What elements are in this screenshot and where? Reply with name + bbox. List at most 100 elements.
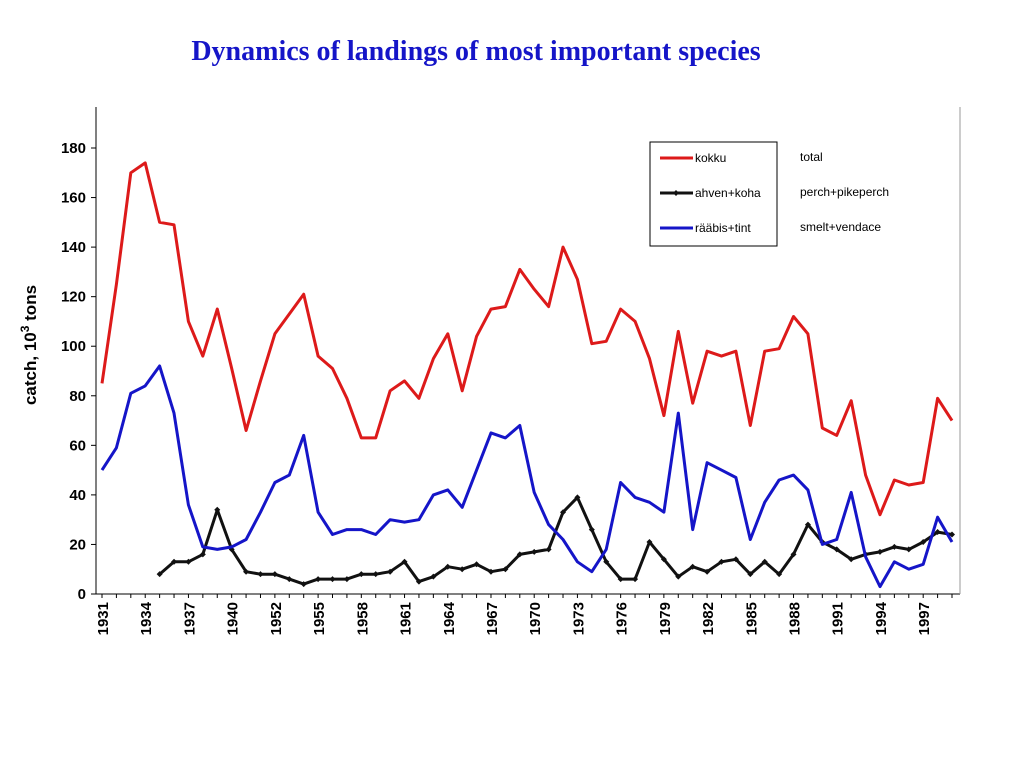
slide-title: Dynamics of landings of most important s…: [191, 36, 761, 67]
data-point-ahven+koha-11: [257, 571, 264, 578]
x-tick-label-1982: 1982: [700, 602, 717, 635]
x-tick-label-1961: 1961: [398, 602, 415, 635]
data-point-ahven+koha-55: [891, 543, 898, 550]
data-point-ahven+koha-15: [315, 576, 322, 583]
y-axis-label-prefix: catch, 10: [21, 332, 40, 405]
y-axis-label: catch, 103 tons: [18, 285, 40, 405]
data-point-ahven+koha-44: [732, 556, 739, 563]
plot-area: 0 20 40 60 80 100 120 140 160 180 1931 1934 1937 1940…: [61, 107, 961, 635]
data-point-ahven+koha-39: [660, 556, 667, 563]
data-point-ahven+koha-29: [516, 551, 523, 558]
data-point-ahven+koha-13: [286, 576, 293, 583]
data-point-ahven+koha-4: [156, 571, 163, 578]
legend-marker-ahven+koha: [673, 190, 679, 196]
data-point-ahven+koha-28: [502, 566, 509, 573]
data-point-ahven+koha-22: [415, 578, 422, 585]
data-point-ahven+koha-40: [675, 573, 682, 580]
data-point-ahven+koha-56: [905, 546, 912, 553]
data-point-ahven+koha-58: [934, 529, 941, 536]
data-point-ahven+koha-25: [459, 566, 466, 573]
y-tick-label-180: 180: [61, 140, 86, 157]
data-point-ahven+koha-10: [243, 568, 250, 575]
y-tick-label-80: 80: [69, 388, 86, 405]
data-point-ahven+koha-51: [833, 546, 840, 553]
data-point-ahven+koha-59: [949, 531, 955, 538]
legend-annotation-kokku: total: [800, 150, 823, 164]
data-point-ahven+koha-45: [747, 571, 754, 578]
legend-label-ahven+koha: ahven+koha: [695, 186, 761, 200]
x-tick-label-1970: 1970: [527, 602, 544, 635]
data-point-ahven+koha-7: [199, 551, 206, 558]
data-point-ahven+koha-46: [761, 558, 768, 565]
data-point-ahven+koha-27: [487, 568, 494, 575]
legend-item-ahven+koha: ahven+koha: [660, 186, 761, 200]
y-tick-label-100: 100: [61, 338, 86, 355]
x-tick-label-1964: 1964: [441, 601, 458, 635]
legend-item-rääbis+tint: rääbis+tint: [660, 221, 751, 235]
y-axis-label-suffix: tons: [21, 285, 40, 326]
y-tick-label-140: 140: [61, 239, 86, 256]
x-tick-label-1991: 1991: [830, 602, 847, 635]
data-point-ahven+koha-48: [790, 551, 797, 558]
legend-label-kokku: kokku: [695, 151, 726, 165]
x-tick-label-1967: 1967: [484, 602, 501, 635]
data-point-ahven+koha-17: [343, 576, 350, 583]
data-point-ahven+koha-18: [358, 571, 365, 578]
data-point-ahven+koha-8: [214, 506, 221, 513]
data-point-ahven+koha-23: [430, 573, 437, 580]
x-tick-label-1997: 1997: [916, 602, 933, 635]
x-tick-label-1955: 1955: [311, 602, 328, 635]
y-tick-label-0: 0: [78, 586, 86, 603]
series-kokku: [100, 161, 954, 517]
data-point-ahven+koha-43: [718, 558, 725, 565]
y-tick-label-160: 160: [61, 190, 86, 207]
data-point-ahven+koha-38: [646, 538, 653, 545]
x-tick-label-1931: 1931: [95, 602, 112, 635]
data-point-ahven+koha-37: [632, 576, 639, 583]
data-point-ahven+koha-14: [300, 581, 307, 588]
data-point-ahven+koha-52: [848, 556, 855, 563]
data-point-ahven+koha-32: [560, 509, 567, 516]
data-point-ahven+koha-47: [776, 571, 783, 578]
svg-text:catch, 103 tons: catch, 103 tons: [18, 285, 40, 405]
x-tick-label-1934: 1934: [138, 601, 155, 635]
data-point-ahven+koha-30: [531, 548, 538, 555]
data-point-ahven+koha-19: [372, 571, 379, 578]
x-tick-label-1976: 1976: [614, 602, 631, 635]
legend-item-kokku: kokku: [660, 151, 726, 165]
series-line-kokku: [100, 161, 954, 517]
legend-label-rääbis+tint: rääbis+tint: [695, 221, 751, 235]
data-point-ahven+koha-41: [689, 563, 696, 570]
data-point-ahven+koha-16: [329, 576, 336, 583]
x-tick-label-1973: 1973: [570, 602, 587, 635]
x-tick-label-1952: 1952: [268, 602, 285, 635]
data-point-ahven+koha-57: [920, 538, 927, 545]
data-point-ahven+koha-24: [444, 563, 451, 570]
data-point-ahven+koha-54: [876, 548, 883, 555]
series-rääbis+tint: [100, 364, 954, 589]
series-line-rääbis+tint: [100, 364, 954, 589]
data-point-ahven+koha-5: [171, 558, 178, 565]
legend: kokku total ahven+koha perch+pikeperch rääbi…: [649, 141, 889, 247]
x-tick-label-1958: 1958: [354, 602, 371, 635]
data-point-ahven+koha-33: [574, 494, 581, 501]
data-point-ahven+koha-21: [401, 558, 408, 565]
y-tick-label-60: 60: [69, 437, 86, 454]
y-tick-label-120: 120: [61, 289, 86, 306]
data-point-ahven+koha-26: [473, 561, 480, 568]
x-tick-label-1940: 1940: [225, 602, 242, 635]
data-point-ahven+koha-20: [387, 568, 394, 575]
y-tick-label-40: 40: [69, 487, 86, 504]
data-point-ahven+koha-31: [545, 546, 552, 553]
x-tick-label-1937: 1937: [181, 602, 198, 635]
x-tick-label-1988: 1988: [787, 602, 804, 635]
x-tick-label-1985: 1985: [743, 602, 760, 635]
x-tick-label-1994: 1994: [873, 601, 890, 635]
data-point-ahven+koha-35: [603, 558, 610, 565]
x-tick-label-1979: 1979: [657, 602, 674, 635]
data-point-ahven+koha-49: [804, 521, 811, 528]
legend-annotation-ahven+koha: perch+pikeperch: [800, 185, 889, 199]
data-point-ahven+koha-36: [617, 576, 624, 583]
data-point-ahven+koha-6: [185, 558, 192, 565]
